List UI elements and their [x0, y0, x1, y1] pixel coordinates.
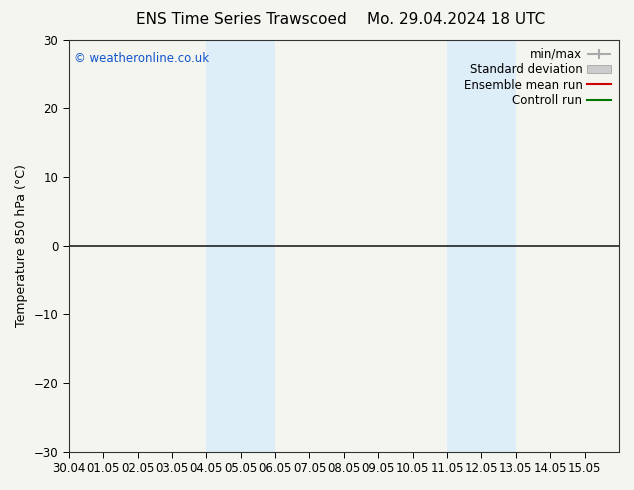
- Legend: min/max, Standard deviation, Ensemble mean run, Controll run: min/max, Standard deviation, Ensemble me…: [459, 43, 616, 112]
- Bar: [206, 40, 275, 452]
- Bar: [447, 40, 516, 452]
- Text: © weatheronline.co.uk: © weatheronline.co.uk: [74, 52, 209, 65]
- Text: ENS Time Series Trawscoed: ENS Time Series Trawscoed: [136, 12, 346, 27]
- Y-axis label: Temperature 850 hPa (°C): Temperature 850 hPa (°C): [15, 164, 28, 327]
- Text: Mo. 29.04.2024 18 UTC: Mo. 29.04.2024 18 UTC: [367, 12, 546, 27]
